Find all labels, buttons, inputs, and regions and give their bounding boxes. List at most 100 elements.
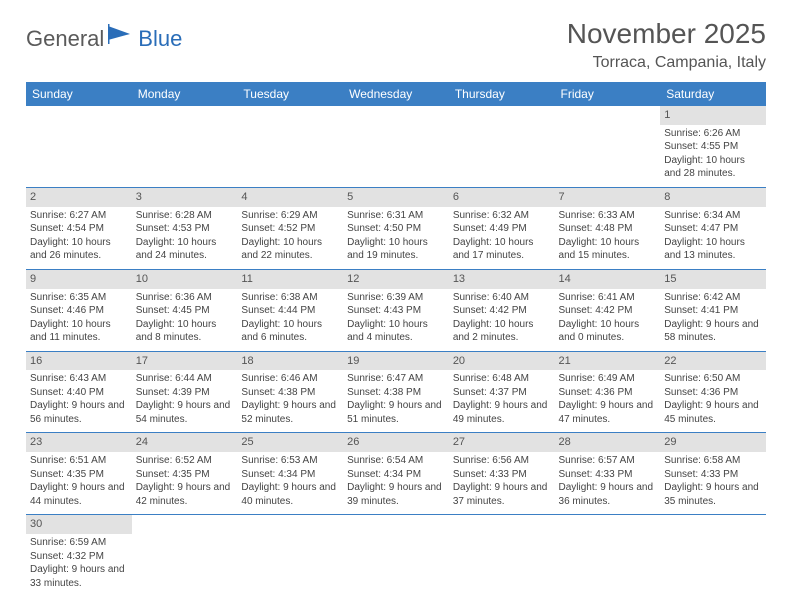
calendar-day-cell: 16Sunrise: 6:43 AMSunset: 4:40 PMDayligh…	[26, 351, 132, 433]
day-number: 7	[555, 188, 661, 207]
calendar-day-cell: 28Sunrise: 6:57 AMSunset: 4:33 PMDayligh…	[555, 433, 661, 515]
day-number: 26	[343, 433, 449, 452]
sunrise-text: Sunrise: 6:59 AM	[30, 536, 128, 550]
sunrise-text: Sunrise: 6:39 AM	[347, 291, 445, 305]
daylight-text: Daylight: 9 hours and 58 minutes.	[664, 318, 762, 345]
day-number: 27	[449, 433, 555, 452]
calendar-empty-cell	[343, 515, 449, 596]
calendar-week-row: 23Sunrise: 6:51 AMSunset: 4:35 PMDayligh…	[26, 433, 766, 515]
calendar-week-row: 1Sunrise: 6:26 AMSunset: 4:55 PMDaylight…	[26, 106, 766, 187]
calendar-day-cell: 30Sunrise: 6:59 AMSunset: 4:32 PMDayligh…	[26, 515, 132, 596]
calendar-empty-cell	[555, 106, 661, 187]
calendar-day-cell: 24Sunrise: 6:52 AMSunset: 4:35 PMDayligh…	[132, 433, 238, 515]
sunset-text: Sunset: 4:40 PM	[30, 386, 128, 400]
daylight-text: Daylight: 9 hours and 49 minutes.	[453, 399, 551, 426]
calendar-day-cell: 3Sunrise: 6:28 AMSunset: 4:53 PMDaylight…	[132, 187, 238, 269]
day-number: 23	[26, 433, 132, 452]
calendar-day-cell: 9Sunrise: 6:35 AMSunset: 4:46 PMDaylight…	[26, 269, 132, 351]
calendar-empty-cell	[237, 515, 343, 596]
sunset-text: Sunset: 4:54 PM	[30, 222, 128, 236]
calendar-day-cell: 23Sunrise: 6:51 AMSunset: 4:35 PMDayligh…	[26, 433, 132, 515]
calendar-day-cell: 21Sunrise: 6:49 AMSunset: 4:36 PMDayligh…	[555, 351, 661, 433]
sunset-text: Sunset: 4:38 PM	[241, 386, 339, 400]
sunset-text: Sunset: 4:32 PM	[30, 550, 128, 564]
weekday-header: Friday	[555, 82, 661, 106]
location-subtitle: Torraca, Campania, Italy	[567, 54, 766, 72]
sunset-text: Sunset: 4:42 PM	[559, 304, 657, 318]
day-number: 11	[237, 270, 343, 289]
daylight-text: Daylight: 9 hours and 39 minutes.	[347, 481, 445, 508]
day-number: 6	[449, 188, 555, 207]
day-number: 21	[555, 352, 661, 371]
daylight-text: Daylight: 10 hours and 28 minutes.	[664, 154, 762, 181]
sunset-text: Sunset: 4:39 PM	[136, 386, 234, 400]
calendar-day-cell: 22Sunrise: 6:50 AMSunset: 4:36 PMDayligh…	[660, 351, 766, 433]
daylight-text: Daylight: 10 hours and 8 minutes.	[136, 318, 234, 345]
calendar-header-row: SundayMondayTuesdayWednesdayThursdayFrid…	[26, 82, 766, 106]
daylight-text: Daylight: 10 hours and 4 minutes.	[347, 318, 445, 345]
day-number: 1	[660, 106, 766, 125]
day-number: 29	[660, 433, 766, 452]
calendar-empty-cell	[237, 106, 343, 187]
calendar-day-cell: 8Sunrise: 6:34 AMSunset: 4:47 PMDaylight…	[660, 187, 766, 269]
calendar-empty-cell	[555, 515, 661, 596]
day-number: 12	[343, 270, 449, 289]
calendar-week-row: 9Sunrise: 6:35 AMSunset: 4:46 PMDaylight…	[26, 269, 766, 351]
sunset-text: Sunset: 4:49 PM	[453, 222, 551, 236]
sunset-text: Sunset: 4:33 PM	[453, 468, 551, 482]
sunrise-text: Sunrise: 6:54 AM	[347, 454, 445, 468]
daylight-text: Daylight: 10 hours and 0 minutes.	[559, 318, 657, 345]
daylight-text: Daylight: 9 hours and 47 minutes.	[559, 399, 657, 426]
daylight-text: Daylight: 10 hours and 24 minutes.	[136, 236, 234, 263]
day-number: 18	[237, 352, 343, 371]
sunrise-text: Sunrise: 6:27 AM	[30, 209, 128, 223]
calendar-empty-cell	[132, 106, 238, 187]
calendar-week-row: 30Sunrise: 6:59 AMSunset: 4:32 PMDayligh…	[26, 515, 766, 596]
day-number: 4	[237, 188, 343, 207]
sunset-text: Sunset: 4:43 PM	[347, 304, 445, 318]
calendar-page: General Blue November 2025 Torraca, Camp…	[0, 0, 792, 614]
sunset-text: Sunset: 4:38 PM	[347, 386, 445, 400]
calendar-day-cell: 29Sunrise: 6:58 AMSunset: 4:33 PMDayligh…	[660, 433, 766, 515]
day-number: 22	[660, 352, 766, 371]
sunrise-text: Sunrise: 6:38 AM	[241, 291, 339, 305]
sunrise-text: Sunrise: 6:53 AM	[241, 454, 339, 468]
calendar-day-cell: 12 Sunrise: 6:39 AMSunset: 4:43 PMDayligh…	[343, 269, 449, 351]
weekday-header: Tuesday	[237, 82, 343, 106]
logo: General Blue	[26, 18, 182, 52]
sunrise-text: Sunrise: 6:46 AM	[241, 372, 339, 386]
calendar-empty-cell	[343, 106, 449, 187]
sunset-text: Sunset: 4:44 PM	[241, 304, 339, 318]
daylight-text: Daylight: 10 hours and 26 minutes.	[30, 236, 128, 263]
calendar-day-cell: 20Sunrise: 6:48 AMSunset: 4:37 PMDayligh…	[449, 351, 555, 433]
sunrise-text: Sunrise: 6:34 AM	[664, 209, 762, 223]
sunrise-text: Sunrise: 6:42 AM	[664, 291, 762, 305]
daylight-text: Daylight: 9 hours and 44 minutes.	[30, 481, 128, 508]
sunrise-text: Sunrise: 6:56 AM	[453, 454, 551, 468]
daylight-text: Daylight: 9 hours and 37 minutes.	[453, 481, 551, 508]
sunrise-text: Sunrise: 6:43 AM	[30, 372, 128, 386]
day-number: 9	[26, 270, 132, 289]
sunset-text: Sunset: 4:37 PM	[453, 386, 551, 400]
daylight-text: Daylight: 9 hours and 52 minutes.	[241, 399, 339, 426]
sunrise-text: Sunrise: 6:33 AM	[559, 209, 657, 223]
day-number: 30	[26, 515, 132, 534]
daylight-text: Daylight: 9 hours and 40 minutes.	[241, 481, 339, 508]
month-title: November 2025	[567, 18, 766, 50]
daylight-text: Daylight: 10 hours and 15 minutes.	[559, 236, 657, 263]
day-number: 13	[449, 270, 555, 289]
daylight-text: Daylight: 9 hours and 35 minutes.	[664, 481, 762, 508]
daylight-text: Daylight: 10 hours and 17 minutes.	[453, 236, 551, 263]
daylight-text: Daylight: 9 hours and 54 minutes.	[136, 399, 234, 426]
calendar-body: 1Sunrise: 6:26 AMSunset: 4:55 PMDaylight…	[26, 106, 766, 596]
logo-flag-icon	[108, 24, 136, 49]
calendar-day-cell: 13Sunrise: 6:40 AMSunset: 4:42 PMDayligh…	[449, 269, 555, 351]
daylight-text: Daylight: 9 hours and 56 minutes.	[30, 399, 128, 426]
logo-text-general: General	[26, 26, 104, 52]
sunset-text: Sunset: 4:50 PM	[347, 222, 445, 236]
sunset-text: Sunset: 4:33 PM	[664, 468, 762, 482]
daylight-text: Daylight: 10 hours and 19 minutes.	[347, 236, 445, 263]
sunset-text: Sunset: 4:36 PM	[664, 386, 762, 400]
calendar-empty-cell	[132, 515, 238, 596]
sunrise-text: Sunrise: 6:40 AM	[453, 291, 551, 305]
